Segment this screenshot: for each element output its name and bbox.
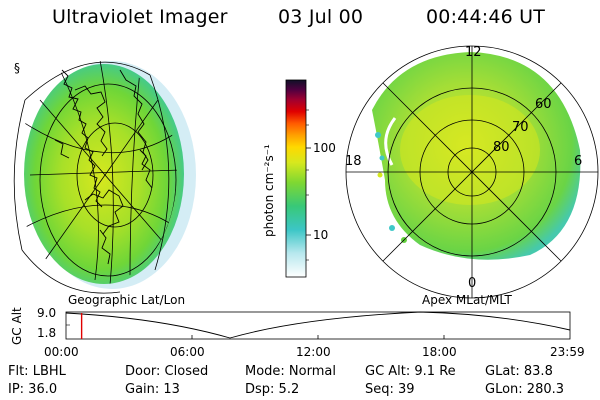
right-panel-label: Apex MLat/MLT (422, 293, 512, 307)
colorbar (285, 79, 311, 278)
info-glon: GLon: 280.3 (485, 382, 565, 397)
colorbar-tick-100: 100 (313, 141, 336, 155)
info-mode: Mode: Normal (245, 364, 336, 379)
info-ip: IP: 36.0 (8, 382, 58, 397)
altitude-plot (65, 311, 571, 340)
info-glat: GLat: 83.8 (485, 364, 553, 379)
info-door: Door: Closed (125, 364, 209, 379)
altitude-ylabel: GC Alt (10, 307, 24, 345)
apex-polar-panel (345, 45, 599, 299)
mlt-label-6: 6 (574, 154, 583, 169)
mlt-label-12: 12 (465, 45, 482, 60)
mlt-label-0: 0 (468, 276, 477, 291)
mlt-label-18: 18 (345, 154, 362, 169)
xtick-0000: 00:00 (44, 345, 79, 359)
left-panel-label: Geographic Lat/Lon (68, 293, 186, 307)
lat-label-80: 80 (493, 140, 510, 155)
orientation-glyph: § (14, 61, 20, 75)
colorbar-unit-label: photon cm⁻²s⁻¹ (262, 144, 276, 237)
colorbar-tick-10: 10 (313, 228, 329, 242)
info-dsp: Dsp: 5.2 (245, 382, 300, 397)
info-gc-alt: GC Alt: 9.1 Re (365, 364, 456, 379)
xtick-2359: 23:59 (550, 345, 585, 359)
observation-time: 00:44:46 UT (426, 6, 546, 28)
xtick-1200: 12:00 (296, 345, 331, 359)
xtick-0600: 06:00 (170, 345, 205, 359)
lat-label-70: 70 (512, 120, 529, 135)
altitude-ytick-bottom: 1.8 (37, 326, 57, 340)
altitude-ytick-top: 9.0 (37, 306, 57, 320)
xtick-1800: 18:00 (422, 345, 457, 359)
instrument-title: Ultraviolet Imager (52, 6, 228, 28)
info-seq: Seq: 39 (365, 382, 415, 397)
geographic-map-panel: § (13, 61, 196, 294)
info-gain: Gain: 13 (125, 382, 180, 397)
observation-date: 03 Jul 00 (278, 6, 364, 28)
lat-label-60: 60 (535, 97, 552, 112)
info-filter: Flt: LBHL (8, 364, 66, 379)
